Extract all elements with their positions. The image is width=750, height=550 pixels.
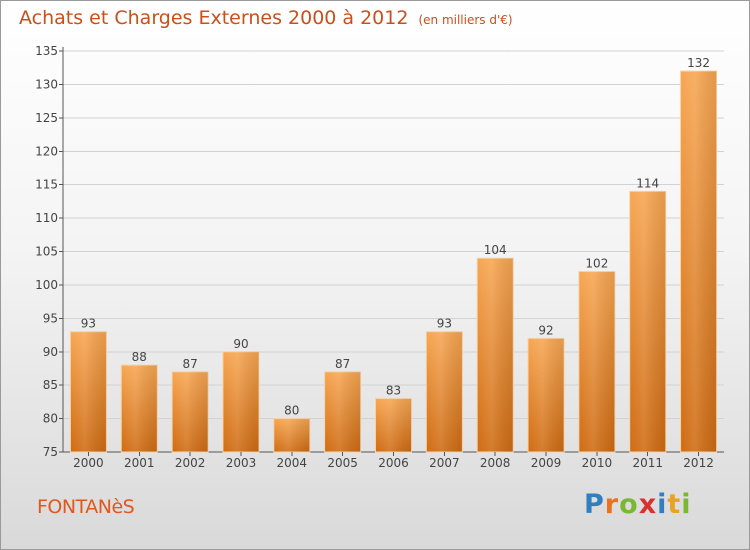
y-tick-label: 115	[35, 178, 58, 192]
x-tick-label: 2007	[429, 456, 460, 470]
bar-shine	[222, 351, 259, 452]
bar-shine	[578, 271, 615, 452]
y-tick-label: 95	[43, 311, 58, 325]
x-tick-label: 2003	[226, 456, 257, 470]
bar-shine	[375, 398, 412, 452]
logo-letter: t	[667, 489, 682, 520]
logo-letter: o	[619, 489, 639, 520]
x-tick-label: 2005	[327, 456, 358, 470]
x-tick-label: 2000	[73, 456, 104, 470]
x-tick-label: 2009	[531, 456, 562, 470]
y-tick-label: 130	[35, 77, 58, 91]
x-tick-label: 2012	[683, 456, 714, 470]
x-tick-label: 2010	[582, 456, 613, 470]
bar-value-label: 92	[538, 323, 553, 337]
y-tick-label: 105	[35, 245, 58, 259]
y-tick-label: 75	[43, 445, 58, 459]
chart-unit: (en milliers d'€)	[418, 13, 513, 27]
bar-value-label: 102	[585, 257, 608, 271]
bar-shine	[426, 331, 463, 452]
commune-name: FONTANèS	[37, 496, 135, 518]
x-tick-label: 2011	[632, 456, 663, 470]
bar-value-label: 87	[335, 357, 350, 371]
bar-shine	[121, 365, 158, 452]
bar-shine	[324, 371, 361, 452]
x-tick-label: 2008	[480, 456, 511, 470]
y-tick-label: 80	[43, 412, 58, 426]
x-axis: 2000 2001 2002 2003 2004 2005 2006 2007 2008 2009…	[73, 452, 714, 470]
y-tick-label: 125	[35, 111, 58, 125]
bar-shine	[629, 191, 666, 452]
bar-shine	[528, 338, 565, 452]
logo-letter: r	[604, 489, 620, 520]
logo-letter: P	[584, 489, 605, 520]
bar-value-label: 93	[81, 317, 96, 331]
bar-value-label: 90	[233, 337, 248, 351]
bar-value-label: 87	[182, 357, 197, 371]
y-tick-label: 85	[43, 378, 58, 392]
logo-letter: i	[681, 489, 692, 520]
y-tick-label: 120	[35, 144, 58, 158]
bar-value-label: 93	[437, 317, 452, 331]
bar-shine	[477, 258, 514, 452]
chart-title: Achats et Charges Externes 2000 à 2012	[19, 7, 409, 29]
y-tick-label: 135	[35, 44, 58, 58]
bar-shine	[680, 71, 717, 453]
logo-letter: x	[638, 489, 658, 520]
bar-value-label: 114	[636, 176, 659, 190]
bar-value-label: 88	[132, 350, 147, 364]
bar-value-label: 83	[386, 384, 401, 398]
bar-shine	[172, 371, 209, 452]
x-tick-label: 2006	[378, 456, 409, 470]
y-tick-label: 100	[35, 278, 58, 292]
bar-shine	[70, 331, 107, 452]
y-tick-label: 90	[43, 345, 58, 359]
x-tick-label: 2002	[175, 456, 206, 470]
bar-value-label: 104	[484, 243, 507, 257]
y-tick-label: 110	[35, 211, 58, 225]
bar-shine	[273, 418, 310, 452]
bar-value-label: 80	[284, 404, 299, 418]
x-tick-label: 2001	[124, 456, 155, 470]
data-labels: 93 88 87 90 80 87 83 93 104 92 102 114 132	[81, 56, 710, 418]
bar-value-label: 132	[687, 56, 710, 70]
logo-letter: i	[657, 489, 668, 520]
title-row: Achats et Charges Externes 2000 à 2012 (e…	[19, 7, 513, 29]
x-tick-label: 2004	[277, 456, 308, 470]
proxiti-logo: Proxiti	[584, 489, 692, 520]
